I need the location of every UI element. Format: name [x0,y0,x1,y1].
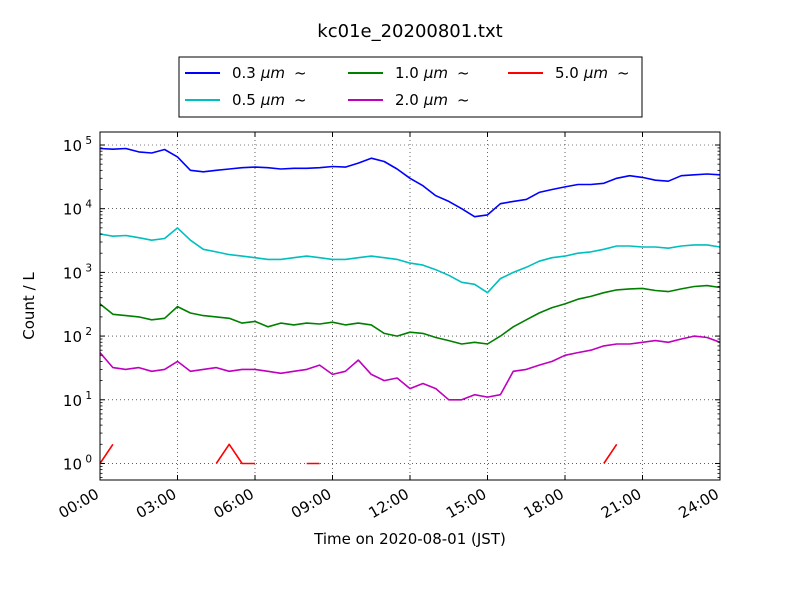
legend-unit: μm [260,64,285,82]
legend-size: 0.3 [232,64,256,82]
y-tick-label-exponent: 1 [85,390,92,402]
legend-size: 0.5 [232,91,256,109]
legend-entry-label: 1.0 μm ~ [395,64,470,82]
y-tick-label-base: 10 [63,455,82,473]
y-tick-label-exponent: 4 [85,199,92,211]
y-tick-label-exponent: 2 [85,326,92,338]
legend-size: 1.0 [395,64,419,82]
y-tick-label-base: 10 [63,264,82,282]
y-tick-label-exponent: 3 [85,262,92,274]
legend-unit: μm [423,91,448,109]
legend-size: 5.0 [555,64,579,82]
series-line-1-0um [99,284,721,345]
y-tick-label: 10 [63,392,82,410]
legend-size: 2.0 [395,91,419,109]
legend-suffix: ~ [457,64,470,82]
legend-unit: μm [583,64,608,82]
legend-entry-label: 0.5 μm ~ [232,91,307,109]
axis-ticks [99,132,721,480]
y-tick-label: 10 [63,264,82,282]
series-line-0-3um [99,147,721,218]
legend-suffix: ~ [617,64,630,82]
chart-title: kc01e_20200801.txt [317,21,502,42]
legend-suffix: ~ [294,64,307,82]
y-tick-label-base: 10 [63,328,82,346]
y-tick-label: 10 [63,137,82,155]
y-tick-label-base: 10 [63,392,82,410]
y-tick-label: 10 [63,328,82,346]
series-line-0-5um [99,227,721,294]
y-tick-label-exponent: 0 [85,453,92,465]
series-line-2-0um [99,335,721,401]
legend-unit: μm [260,91,285,109]
grid-lines [100,132,720,480]
legend-box [178,56,643,118]
legend: 0.3 μm ~0.5 μm ~1.0 μm ~2.0 μm ~5.0 μm ~ [178,56,643,118]
y-tick-label-base: 10 [63,137,82,155]
legend-unit: μm [423,64,448,82]
legend-entry-label: 2.0 μm ~ [395,91,470,109]
y-tick-label-base: 10 [63,201,82,219]
y-tick-label: 10 [63,455,82,473]
series-lines [99,147,721,464]
legend-entry-label: 0.3 μm ~ [232,64,307,82]
legend-suffix: ~ [294,91,307,109]
legend-entry-label: 5.0 μm ~ [555,64,630,82]
y-tick-label: 10 [63,201,82,219]
y-tick-label-exponent: 5 [85,135,92,147]
legend-suffix: ~ [457,91,470,109]
y-axis-label: Count / L [20,272,38,340]
x-axis-label: Time on 2020-08-01 (JST) [313,530,506,548]
